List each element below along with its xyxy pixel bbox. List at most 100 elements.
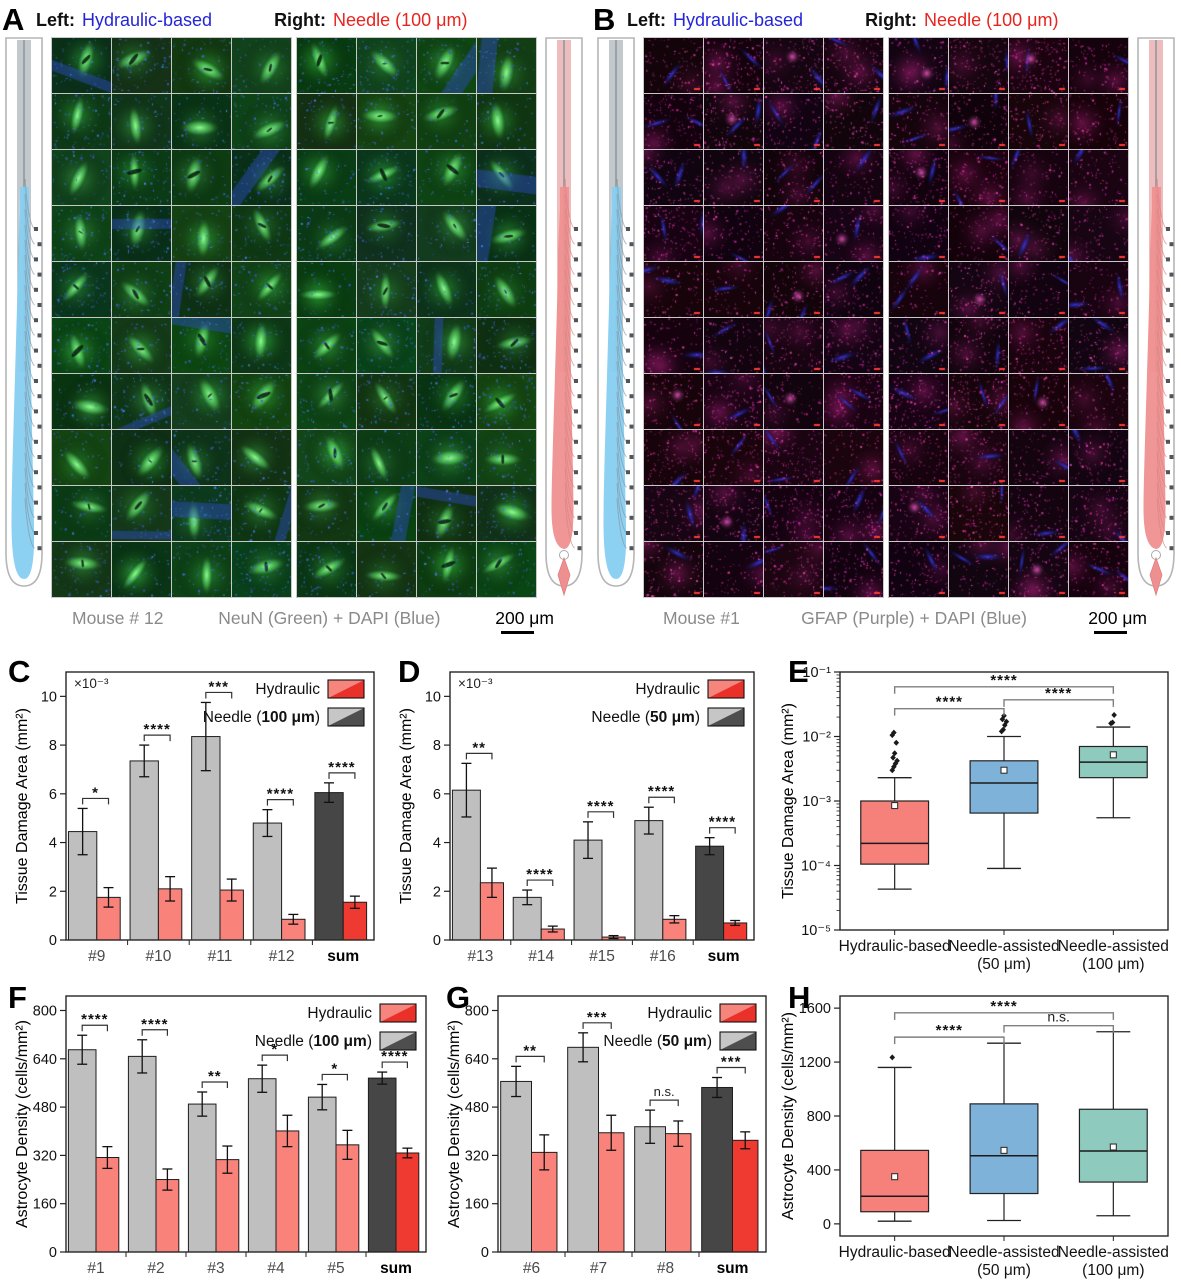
svg-text:sum: sum: [380, 1260, 412, 1277]
svg-text:****: ****: [526, 866, 553, 883]
micrograph-tile: [824, 542, 883, 597]
micrograph-tile: [1069, 374, 1128, 429]
micrograph-tile: [232, 38, 291, 93]
svg-text:0: 0: [49, 1245, 57, 1261]
micrograph-tile: [764, 150, 823, 205]
svg-text:#10: #10: [145, 948, 171, 965]
panel-a-caption: Mouse # 12 NeuN (Green) + DAPI (Blue) 20…: [0, 598, 588, 634]
chart-svg-G: ** #6 *** #7 n.s. #8 *** sum 0 160 320 480 640 800Ast…: [446, 995, 767, 1277]
micrograph-tile: [824, 38, 883, 93]
micrograph-tile: [644, 206, 703, 261]
svg-text:#14: #14: [528, 948, 554, 965]
micrograph-tile: [824, 150, 883, 205]
micrograph-tile: [232, 486, 291, 541]
micrograph-tile: [1069, 262, 1128, 317]
svg-text:#6: #6: [523, 1260, 540, 1277]
micrograph-tile: [704, 430, 763, 485]
svg-text:10⁻³: 10⁻³: [802, 794, 831, 810]
micrograph-tile: [357, 38, 416, 93]
micrograph-tile: [644, 542, 703, 597]
svg-text:*: *: [92, 784, 99, 801]
micrograph-tile: [644, 486, 703, 541]
micrograph-tile: [417, 262, 476, 317]
micrograph-tile: [52, 318, 111, 373]
svg-text:***: ***: [587, 1009, 608, 1026]
svg-text:#9: #9: [88, 948, 105, 965]
svg-text:sum: sum: [327, 948, 359, 965]
svg-text:Astrocyte Density (cells/mm²): Astrocyte Density (cells/mm²): [446, 1020, 463, 1228]
micrograph-tile: [764, 542, 823, 597]
micrograph-tile: [477, 94, 536, 149]
svg-text:Tissue Damage Area (mm²): Tissue Damage Area (mm²): [14, 708, 31, 904]
svg-text:×10⁻³: ×10⁻³: [74, 676, 109, 691]
micrograph-tile: [704, 486, 763, 541]
micrograph-tile: [644, 150, 703, 205]
micrograph-tile: [477, 486, 536, 541]
svg-text:Needle-assisted: Needle-assisted: [1058, 1244, 1169, 1261]
svg-text:(50 μm): (50 μm): [977, 1262, 1031, 1279]
micrograph-tile: [824, 374, 883, 429]
micrograph-tile: [949, 262, 1008, 317]
panel-e-letter: E: [788, 654, 809, 689]
svg-text:Needle (50 μm): Needle (50 μm): [603, 1033, 712, 1050]
svg-text:****: ****: [81, 1011, 108, 1028]
micrograph-tile: [824, 486, 883, 541]
micrograph-tile: [417, 542, 476, 597]
left-method-label: Hydraulic-based: [673, 10, 804, 30]
micrograph-tile: [232, 318, 291, 373]
svg-text:#12: #12: [269, 948, 295, 965]
micrograph-tile: [764, 262, 823, 317]
micrograph-tile: [824, 318, 883, 373]
micrograph-tile: [357, 150, 416, 205]
chart-svg-F: **** #1 **** #2 ** #3 * #4 * #5 **** sum 0 160 320 480 6…: [14, 995, 427, 1277]
hydraulic-probe-illustration: [5, 37, 43, 587]
micrograph-tile: [1069, 94, 1128, 149]
micrograph-tile: [172, 38, 231, 93]
micrograph-tile: [357, 206, 416, 261]
micrograph-tile: [297, 150, 356, 205]
svg-text:Needle-assisted: Needle-assisted: [948, 1244, 1059, 1261]
micrograph-tile: [172, 94, 231, 149]
micrograph-tile: [52, 150, 111, 205]
micrograph-tile: [297, 374, 356, 429]
svg-text:320: 320: [465, 1148, 489, 1164]
svg-text:10⁻²: 10⁻²: [802, 730, 831, 746]
micrograph-tile: [232, 94, 291, 149]
svg-text:****: ****: [1045, 685, 1072, 702]
micrograph-tile: [1009, 262, 1068, 317]
svg-text:(50 μm): (50 μm): [977, 956, 1031, 973]
micrograph-tile: [112, 206, 171, 261]
micrograph-tile: [297, 486, 356, 541]
mouse-id-label: Mouse # 12: [72, 608, 164, 628]
micrograph-tile: [1069, 38, 1128, 93]
svg-text:sum: sum: [717, 1260, 749, 1277]
svg-text:n.s.: n.s.: [654, 1084, 675, 1099]
right-method-label: Needle (100 μm): [333, 10, 468, 30]
micrograph-tile: [357, 318, 416, 373]
svg-text:#8: #8: [657, 1260, 674, 1277]
micrograph-tile: [764, 430, 823, 485]
svg-text:0: 0: [49, 933, 57, 949]
svg-text:****: ****: [990, 672, 1017, 689]
micrograph-tile: [764, 206, 823, 261]
micrograph-tile: [704, 374, 763, 429]
micrograph-tile: [232, 542, 291, 597]
micrograph-tile: [232, 206, 291, 261]
svg-text:****: ****: [936, 1022, 963, 1039]
micrograph-tile: [889, 486, 948, 541]
svg-text:**: **: [208, 1068, 222, 1085]
svg-text:**: **: [523, 1042, 537, 1059]
svg-text:Astrocyte Density (cells/mm²): Astrocyte Density (cells/mm²): [14, 1020, 31, 1228]
right-key-label: Right:: [274, 10, 327, 30]
svg-text:****: ****: [936, 694, 963, 711]
micrograph-tile: [1009, 430, 1068, 485]
panel-a-header: Left: Hydraulic-based Right: Needle (100…: [0, 0, 588, 35]
micrograph-tile: [477, 262, 536, 317]
micrograph-tile: [949, 486, 1008, 541]
micrograph-tile: [172, 262, 231, 317]
panel-d-letter: D: [398, 654, 421, 689]
micrograph-tile: [417, 94, 476, 149]
micrograph-tile: [477, 38, 536, 93]
micrograph-tile: [644, 318, 703, 373]
svg-text:*: *: [271, 1041, 278, 1058]
